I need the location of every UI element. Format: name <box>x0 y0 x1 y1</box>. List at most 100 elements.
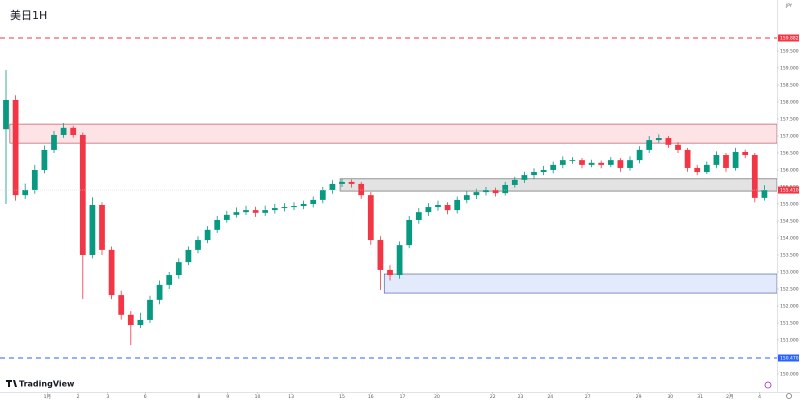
x-tick-label: 24 <box>547 394 553 400</box>
candle-body <box>70 127 77 135</box>
x-tick-label: 13 <box>288 394 294 400</box>
candle-body <box>588 162 595 165</box>
candle-body <box>252 210 259 213</box>
currency-label: JPY <box>785 3 793 8</box>
x-tick-label: 4 <box>758 394 761 400</box>
y-tick-label: 159.000 <box>780 65 799 71</box>
candle-body <box>483 190 489 193</box>
level-tag-label: 150.470 <box>780 356 799 362</box>
y-tick-label: 153.500 <box>780 252 799 258</box>
x-tick-label: 20 <box>434 394 440 400</box>
candle-body <box>655 138 662 141</box>
candle-body <box>617 160 624 168</box>
candle-body <box>732 151 739 168</box>
candle-body <box>406 219 413 246</box>
overlay <box>0 37 777 359</box>
candle-body <box>492 190 499 194</box>
candle-body <box>540 169 547 173</box>
candle-body <box>675 144 681 150</box>
level-tag <box>778 34 799 42</box>
y-tick-label: 151.500 <box>780 320 799 326</box>
candle-body <box>598 162 605 165</box>
y-tick-label: 150.000 <box>780 371 799 377</box>
candle-body <box>233 212 240 215</box>
settings-icon[interactable] <box>786 393 792 399</box>
candle-body <box>108 249 115 296</box>
x-tick-label: 2 <box>77 394 80 400</box>
candle-body <box>99 205 105 250</box>
candle-body <box>473 192 480 196</box>
candle-body <box>348 181 355 184</box>
zone <box>383 273 778 294</box>
candle-body <box>435 205 441 208</box>
y-tick-label: 152.500 <box>780 286 799 292</box>
candle-body <box>723 155 729 168</box>
candle-body <box>127 314 134 326</box>
y-tick-label: 154.500 <box>780 218 799 224</box>
alert-icon[interactable] <box>764 381 772 389</box>
candle-body <box>694 167 701 173</box>
candle-body <box>569 160 576 161</box>
chart-title: 美日1H <box>10 9 47 22</box>
y-tick-label: 159.500 <box>780 48 799 54</box>
candle-body <box>147 299 153 320</box>
candle-body <box>521 175 528 180</box>
x-tick-label: 9 <box>226 394 229 400</box>
y-tick-label: 156.000 <box>780 167 799 173</box>
candle-body <box>425 207 432 213</box>
candle-body <box>665 138 672 145</box>
candle-body <box>310 199 317 204</box>
candle-body <box>751 155 758 198</box>
x-tick-label: 27 <box>585 394 591 400</box>
y-tick-label: 155.000 <box>780 201 799 207</box>
y-tick-label: 152.000 <box>780 303 799 309</box>
level-tag-label: 159.882 <box>780 36 799 42</box>
x-tick-label: 3 <box>106 394 109 400</box>
candle-body <box>607 160 614 165</box>
candle-body <box>463 195 470 200</box>
x-tick-label: 15 <box>339 394 345 400</box>
candle-body <box>646 140 653 150</box>
x-tick-label: 17 <box>400 394 406 400</box>
candle-body <box>300 203 307 207</box>
candle-body <box>137 319 144 326</box>
y-tick-label: 157.000 <box>780 133 799 139</box>
level-tag <box>778 354 799 362</box>
x-tick-label: 23 <box>518 394 524 400</box>
candle-body <box>175 262 182 276</box>
x-tick-label: 6 <box>144 394 147 400</box>
candle-body <box>12 99 19 196</box>
candle-body <box>627 160 633 168</box>
x-tick-label: 29 <box>636 394 642 400</box>
candle-body <box>281 207 288 209</box>
candle-body <box>51 134 57 150</box>
x-tick-label: 10 <box>255 394 261 400</box>
candle-body <box>319 190 326 200</box>
candle-body <box>559 160 566 165</box>
candle-body <box>291 206 297 208</box>
candle-body <box>223 214 230 220</box>
y-tick-label: 151.000 <box>780 337 799 343</box>
x-tick-label: 22 <box>490 394 496 400</box>
y-tick-label: 156.500 <box>780 150 799 156</box>
zone <box>339 178 778 192</box>
candle-body <box>444 205 451 211</box>
candle-body <box>511 179 518 185</box>
candle-body <box>415 212 422 220</box>
candle-body <box>118 295 125 315</box>
candle-body <box>454 199 461 211</box>
x-tick-label: 16 <box>368 394 374 400</box>
candle-body <box>262 210 269 213</box>
candle-body <box>531 172 537 176</box>
candle-body <box>243 210 249 213</box>
candle-body <box>204 229 211 241</box>
candle-body <box>271 208 278 211</box>
candle-body <box>377 240 384 270</box>
candle-body <box>387 269 393 276</box>
y-tick-label: 158.000 <box>780 99 799 105</box>
candle-body <box>22 190 29 196</box>
candle-body <box>41 149 48 170</box>
candle-body <box>329 183 336 191</box>
